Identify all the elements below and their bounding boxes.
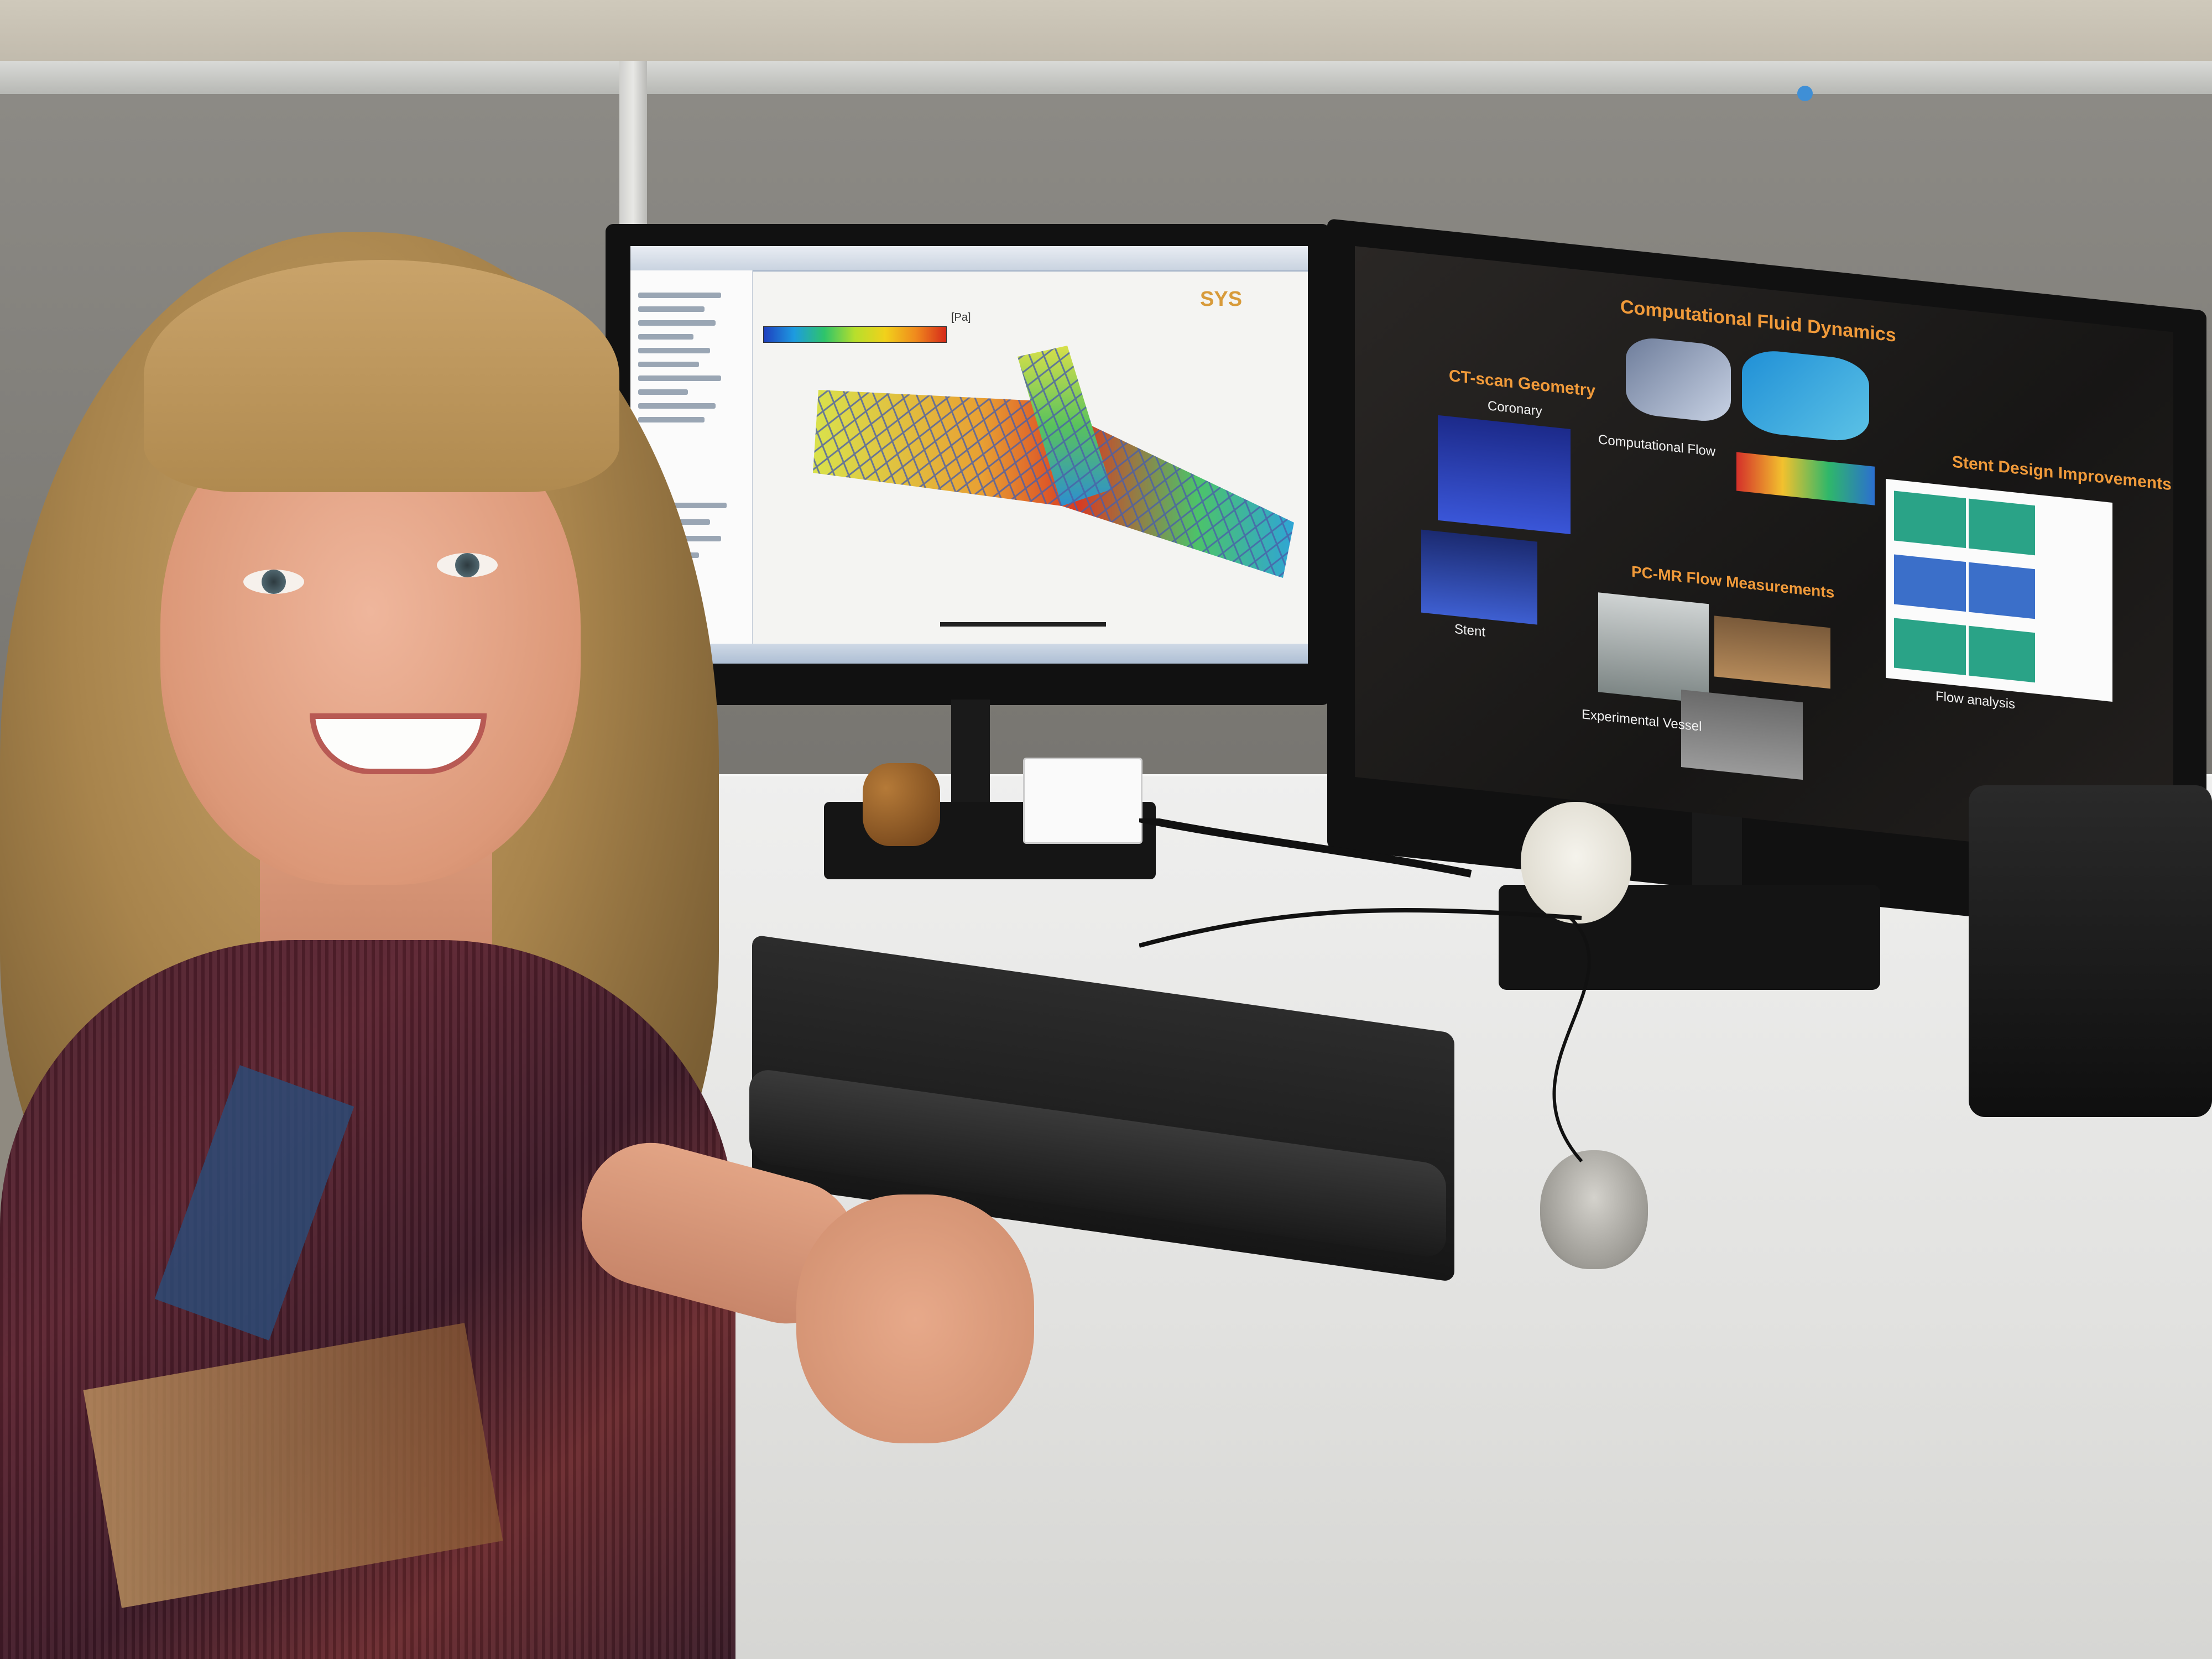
flow-analysis-label: Flow analysis [1936,688,2016,712]
ct-stent-label: Stent [1454,621,1486,640]
person-bangs [144,260,619,492]
desk-phone[interactable] [1969,785,2212,1117]
color-legend-bar [763,326,947,343]
left-eye [243,570,304,594]
cfd-image-flow [1742,347,1869,444]
stent-image [1421,529,1537,625]
coronary-image [1438,415,1571,534]
legend-unit-label: [Pa] [951,311,971,324]
stent-design-panel [1886,478,2112,702]
cfd-image-mesh [1626,335,1731,424]
business-card-holder [1023,758,1142,844]
cables [1139,818,1591,1162]
windows-taskbar[interactable] [630,644,1308,664]
ct-heading: CT-scan Geometry [1449,366,1596,400]
software-toolbar[interactable] [630,246,1308,272]
push-pin [1797,86,1813,101]
wooden-puzzle [863,763,940,846]
left-monitor-screen: [Pa] SYS [630,246,1308,664]
stent-vessel-render [813,346,1294,578]
right-eye [437,553,498,577]
pcmr-heading: PC-MR Flow Measurements [1631,562,1835,602]
ct-coronary-label: Coronary [1488,398,1542,419]
heart-model [1521,802,1631,924]
scale-bar [940,622,1106,627]
cfd-label: Computational Flow [1598,432,1716,460]
person-hands [796,1194,1034,1443]
stent-heading: Stent Design Improvements [1952,452,2172,494]
phantom-image [1714,615,1830,689]
experimental-rig-image [1598,592,1709,704]
y-branch-image [1736,452,1875,505]
computer-mouse[interactable] [1540,1150,1648,1269]
right-monitor-screen: Computational Fluid Dynamics CT-scan Geo… [1355,246,2173,863]
cubicle-rail [0,61,2212,94]
software-brand-logo: SYS [1200,288,1243,311]
